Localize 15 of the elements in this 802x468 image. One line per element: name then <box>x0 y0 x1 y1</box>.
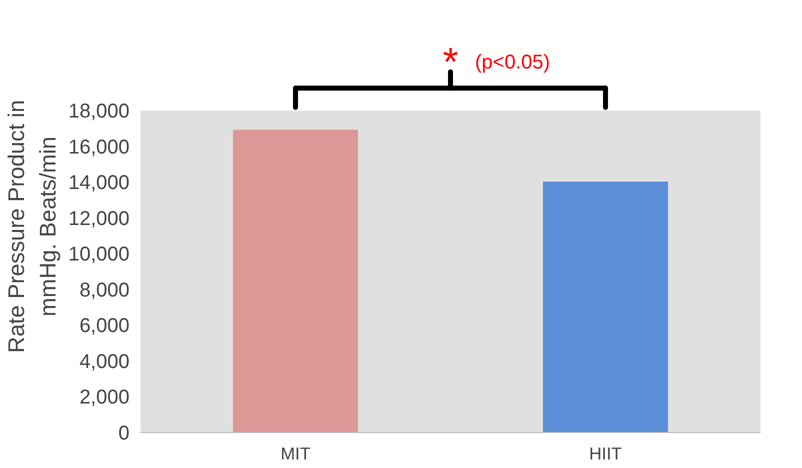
y-tick-label: 14,000 <box>68 172 130 194</box>
y-tick-label: 12,000 <box>68 208 130 230</box>
y-tick-label: 2,000 <box>79 386 130 409</box>
text: (p<0.05) <box>474 51 550 74</box>
y-tick-label: 18,000 <box>68 100 130 123</box>
x-tick-label: MIT <box>280 444 311 464</box>
y-tick-label: 6,000 <box>79 315 130 338</box>
x-tick-label: HIIT <box>589 444 622 464</box>
y-axis-title: Rate Pressure Product in mmHg. Beats/min <box>3 100 60 354</box>
y-tick-label: 8,000 <box>79 279 130 302</box>
y-tick-label: 16,000 <box>68 136 130 158</box>
y-tick-label: 4,000 <box>79 350 130 373</box>
text: * <box>442 40 458 84</box>
y-tick-label: 10,000 <box>68 244 130 266</box>
y-tick-label: 0 <box>118 422 130 444</box>
